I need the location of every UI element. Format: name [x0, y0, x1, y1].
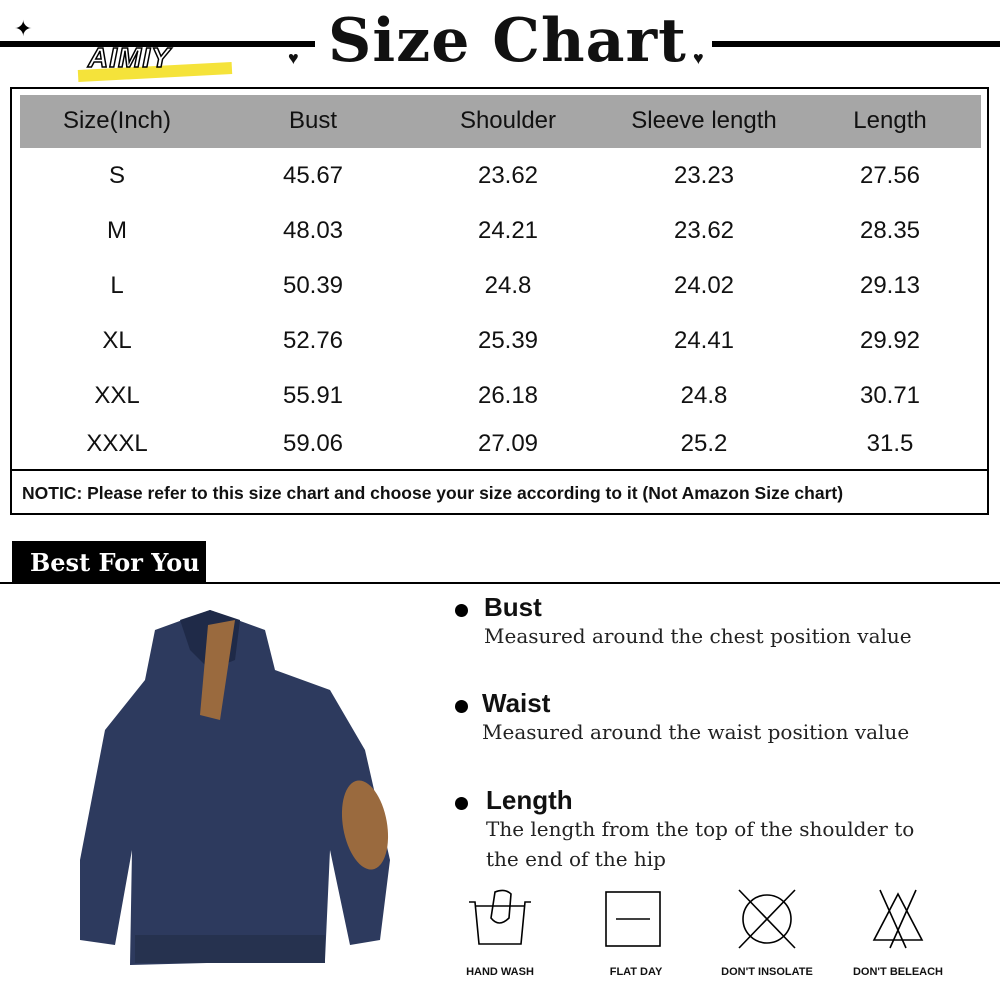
care-label: DON'T INSOLATE: [721, 966, 813, 978]
table-cell: 30.71: [859, 382, 921, 409]
size-notice: NOTIC: Please refer to this size chart a…: [12, 469, 987, 513]
care-label: FLAT DAY: [609, 966, 663, 978]
table-cell: 27.56: [859, 162, 921, 189]
feature-title: Length: [486, 785, 573, 815]
table-cell: 29.13: [859, 272, 921, 299]
column-header: Shoulder: [459, 107, 557, 134]
column-header: Sleeve length: [631, 107, 777, 134]
table-cell: 55.91: [282, 382, 344, 409]
table-cell: 59.06: [282, 430, 344, 457]
size-label: M: [107, 217, 127, 244]
bullet-icon: [455, 700, 468, 713]
table-header-row: [20, 95, 981, 148]
size-label: XXXL: [86, 430, 148, 457]
table-cell: 31.5: [866, 430, 914, 457]
section-rule: [0, 582, 1000, 584]
size-label: XXL: [94, 382, 140, 409]
size-table: [10, 87, 989, 515]
heart-icon: ♥: [288, 48, 299, 68]
sparkle-icon: ✦: [14, 16, 33, 41]
table-cell: 24.8: [680, 382, 728, 409]
feature-title: Bust: [484, 592, 542, 622]
heart-icon: ♥: [693, 48, 704, 68]
header-rule-left: [0, 41, 315, 47]
feature-description: The length from the top of the shoulder …: [486, 817, 915, 871]
table-cell: 23.23: [673, 162, 735, 189]
table-cell: 28.35: [859, 217, 921, 244]
sweater-image: [80, 610, 390, 965]
table-cell: 24.21: [477, 217, 539, 244]
size-label: S: [108, 162, 125, 189]
table-cell: 45.67: [282, 162, 344, 189]
table-cell: 52.76: [282, 327, 344, 354]
page-title: Size Chart: [328, 6, 687, 76]
table-cell: 23.62: [673, 217, 735, 244]
header-rule-right: [712, 41, 1000, 47]
brand-logo: AIMIY: [87, 41, 171, 74]
bullet-icon: [455, 604, 468, 617]
table-cell: 48.03: [282, 217, 344, 244]
section-label: Best For You: [12, 541, 206, 584]
flat-dry-icon: [605, 891, 661, 947]
table-cell: 24.41: [673, 327, 735, 354]
table-cell: 25.39: [477, 327, 539, 354]
bullet-icon: [455, 797, 468, 810]
table-cell: 27.09: [477, 430, 539, 457]
care-label: HAND WASH: [466, 966, 534, 978]
table-cell: 25.2: [680, 430, 728, 457]
size-label: L: [110, 272, 124, 299]
table-cell: 29.92: [859, 327, 921, 354]
feature-description: Measured around the waist position value: [482, 720, 910, 744]
column-header: Bust: [288, 107, 338, 134]
dont-bleach-icon: [872, 889, 924, 949]
column-header: Length: [853, 107, 927, 134]
dont-insolate-icon: [738, 889, 796, 949]
table-cell: 24.02: [673, 272, 735, 299]
table-cell: 23.62: [477, 162, 539, 189]
feature-title: Waist: [482, 688, 551, 718]
table-cell: 24.8: [484, 272, 532, 299]
table-cell: 50.39: [282, 272, 344, 299]
hand-wash-icon: [469, 889, 531, 945]
column-header: Size(Inch): [62, 107, 172, 134]
table-cell: 26.18: [477, 382, 539, 409]
feature-description: Measured around the chest position value: [484, 624, 912, 648]
size-label: XL: [102, 327, 132, 354]
care-label: DON'T BELEACH: [852, 966, 943, 978]
